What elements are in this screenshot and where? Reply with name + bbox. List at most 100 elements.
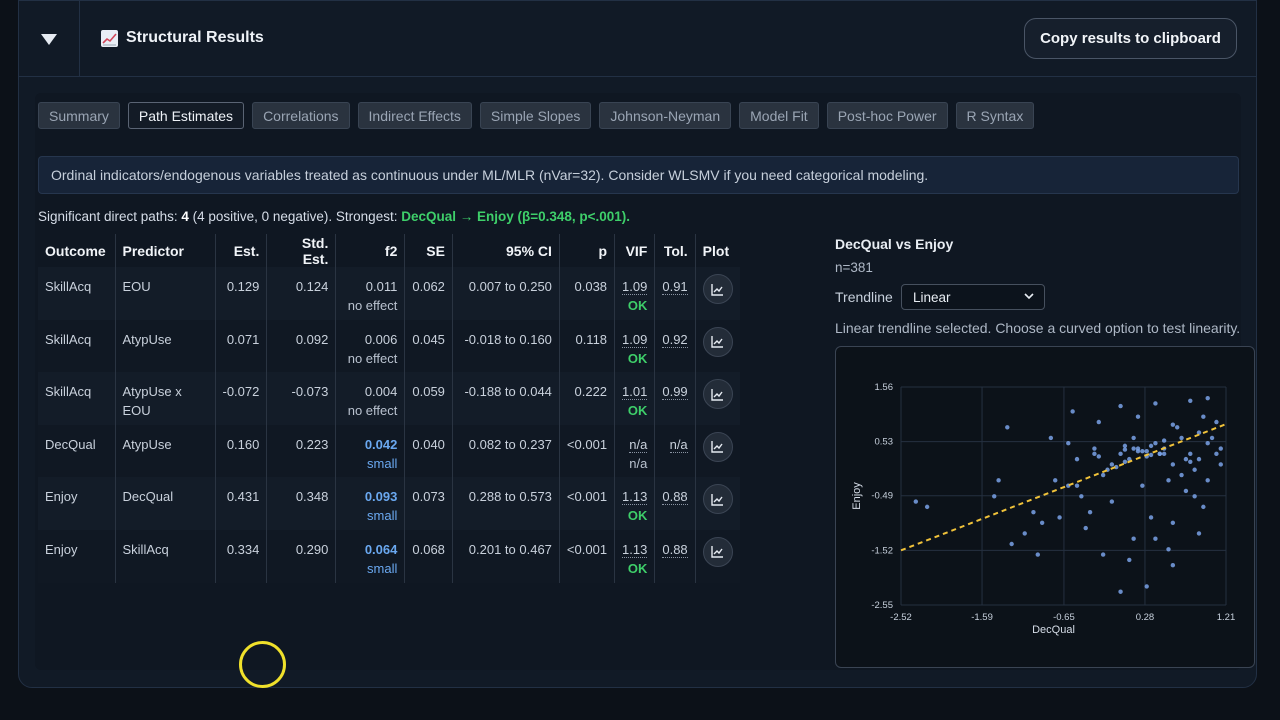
cell-f2: 0.064 small (335, 529, 405, 583)
f2-label: no effect (347, 298, 398, 313)
data-point (1170, 520, 1176, 525)
tab-johnson-neyman[interactable]: Johnson-Neyman (599, 102, 732, 129)
cell-std-est: 0.223 (266, 424, 336, 478)
data-point (1131, 536, 1136, 541)
vif-status: OK (627, 403, 648, 419)
chart-increasing-icon (101, 29, 118, 47)
trendline-select[interactable]: Linear (901, 284, 1045, 310)
scatter-plot: -2.52 -1.59 -0.65 0.28 1.21 1.56 0.53 -0.49 -1.5… (851, 382, 1235, 636)
data-point (1009, 541, 1014, 547)
cell-vif: 1.01 OK (614, 372, 655, 425)
cell-tol: n/a (654, 424, 696, 478)
vif-status: n/a (629, 455, 648, 471)
tab-model-fit[interactable]: Model Fit (739, 102, 819, 129)
results-body: Summary Path Estimates Correlations Indi… (35, 93, 1255, 670)
x-tick-label: -2.52 (890, 612, 912, 623)
data-point (1201, 504, 1206, 510)
data-point (1205, 395, 1210, 401)
f2-label: no effect (347, 350, 398, 366)
vif-status: OK (627, 298, 648, 313)
cell-plot (694, 477, 740, 530)
cell-std-est: 0.348 (266, 477, 336, 530)
plot-button[interactable] (702, 431, 733, 462)
data-point (1170, 462, 1176, 467)
tab-post-hoc-power[interactable]: Post-hoc Power (826, 102, 948, 129)
data-point (1066, 441, 1071, 446)
tab-correlations[interactable]: Correlations (252, 102, 350, 129)
cell-est: 0.160 (214, 424, 267, 478)
structural-results-panel: Structural Results Copy results to clipb… (18, 0, 1257, 688)
plot-button[interactable] (702, 536, 733, 567)
cell-predictor: AtypUse (114, 424, 215, 478)
data-point (1179, 472, 1184, 478)
plot-button[interactable] (702, 484, 733, 515)
vif-value: 1.01 (622, 384, 648, 401)
cell-vif: 1.13 OK (614, 477, 655, 530)
data-point (1218, 462, 1223, 467)
col-se: SE (404, 234, 453, 267)
data-point (924, 504, 930, 510)
col-ci: 95% CI (451, 234, 560, 267)
cell-outcome: SkillAcq (38, 372, 115, 425)
cell-tol: 0.92 (654, 319, 696, 373)
data-point (1100, 552, 1106, 557)
table-row: DecQual AtypUse 0.160 0.223 0.042 small 0.040 0… (38, 424, 740, 478)
col-vif: VIF (614, 234, 655, 267)
title-group: Structural Results (101, 29, 264, 47)
col-outcome: Outcome (38, 234, 115, 267)
data-point (1196, 531, 1202, 536)
chart-icon (711, 335, 724, 348)
data-point (992, 494, 997, 499)
table-row: SkillAcq EOU 0.129 0.124 0.011 no effect 0.062… (38, 267, 740, 320)
col-tol: Tol. (654, 234, 696, 267)
scatter-plot-box: -2.52 -1.59 -0.65 0.28 1.21 1.56 0.53 -0.49 -1.5… (835, 346, 1255, 668)
data-point (1074, 483, 1080, 488)
data-point (1005, 425, 1010, 430)
chart-icon (711, 440, 724, 453)
vif-status: OK (627, 350, 648, 366)
cell-outcome: SkillAcq (38, 319, 115, 373)
cell-predictor: AtypUse (114, 319, 215, 373)
f2-label: no effect (347, 403, 398, 419)
data-point (1196, 430, 1202, 435)
cell-outcome: SkillAcq (38, 267, 115, 320)
table-row: Enjoy SkillAcq 0.334 0.290 0.064 small 0.068 0.… (38, 529, 740, 583)
vif-value: 1.13 (622, 541, 648, 558)
data-point (1153, 441, 1158, 446)
data-point (1183, 456, 1189, 462)
data-point (1070, 409, 1075, 414)
copy-results-button[interactable]: Copy results to clipboard (1024, 18, 1237, 59)
chart-icon (711, 545, 724, 559)
data-point (1214, 419, 1219, 425)
cell-plot (694, 529, 740, 583)
data-point (1144, 584, 1149, 589)
tab-simple-slopes[interactable]: Simple Slopes (479, 102, 592, 129)
y-tick-label: -0.49 (871, 491, 893, 502)
trendline (900, 423, 1227, 552)
chart-icon (711, 283, 724, 296)
tab-path-estimates[interactable]: Path Estimates (127, 102, 245, 129)
collapse-toggle[interactable] (19, 1, 80, 77)
data-point (1205, 478, 1210, 483)
data-point (1087, 509, 1093, 515)
cell-est: 0.334 (214, 529, 267, 583)
cell-est: 0.071 (214, 319, 267, 373)
table-row: SkillAcq AtypUse 0.071 0.092 0.006 no effect 0… (38, 319, 740, 373)
tab-indirect-effects[interactable]: Indirect Effects (357, 102, 472, 129)
cell-f2: 0.011 no effect (335, 267, 405, 320)
data-point (1131, 435, 1136, 441)
plot-button[interactable] (702, 379, 733, 410)
f2-value: 0.042 (364, 436, 398, 452)
data-point (913, 499, 919, 504)
data-point (1127, 557, 1132, 563)
table-row: Enjoy DecQual 0.431 0.348 0.093 small 0.073 0.2… (38, 477, 740, 530)
plot-button[interactable] (702, 326, 733, 357)
tab-r-syntax[interactable]: R Syntax (955, 102, 1035, 129)
plot-button[interactable] (702, 274, 733, 304)
tab-summary[interactable]: Summary (38, 102, 120, 129)
cell-f2: 0.093 small (335, 477, 405, 530)
triangle-down-icon (41, 33, 57, 45)
cell-tol: 0.99 (654, 372, 696, 425)
cell-vif: 1.09 OK (614, 319, 655, 373)
data-point (1031, 509, 1036, 515)
